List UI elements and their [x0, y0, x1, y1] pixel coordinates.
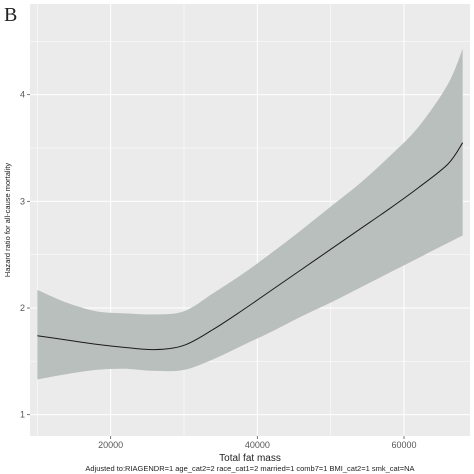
x-axis-title: Total fat mass [219, 453, 281, 464]
y-tick-label: 3 [20, 196, 25, 206]
y-axis: 1 2 3 4 [20, 90, 30, 420]
y-tick-label: 4 [20, 90, 25, 100]
chart-caption: Adjusted to:RIAGENDR=1 age_cat2=2 race_c… [85, 464, 414, 473]
y-axis-title: Hazard ratio for all-cause mortality [3, 163, 12, 277]
x-tick-label: 40000 [245, 440, 270, 450]
y-tick-label: 1 [20, 410, 25, 420]
panel-label: B [4, 4, 18, 26]
confidence-band [37, 48, 463, 380]
x-tick-label: 20000 [98, 440, 123, 450]
x-tick-label: 60000 [391, 440, 416, 450]
y-tick-label: 2 [20, 303, 25, 313]
hazard-ratio-line [37, 142, 464, 351]
x-axis: 20000 40000 60000 [98, 436, 417, 450]
